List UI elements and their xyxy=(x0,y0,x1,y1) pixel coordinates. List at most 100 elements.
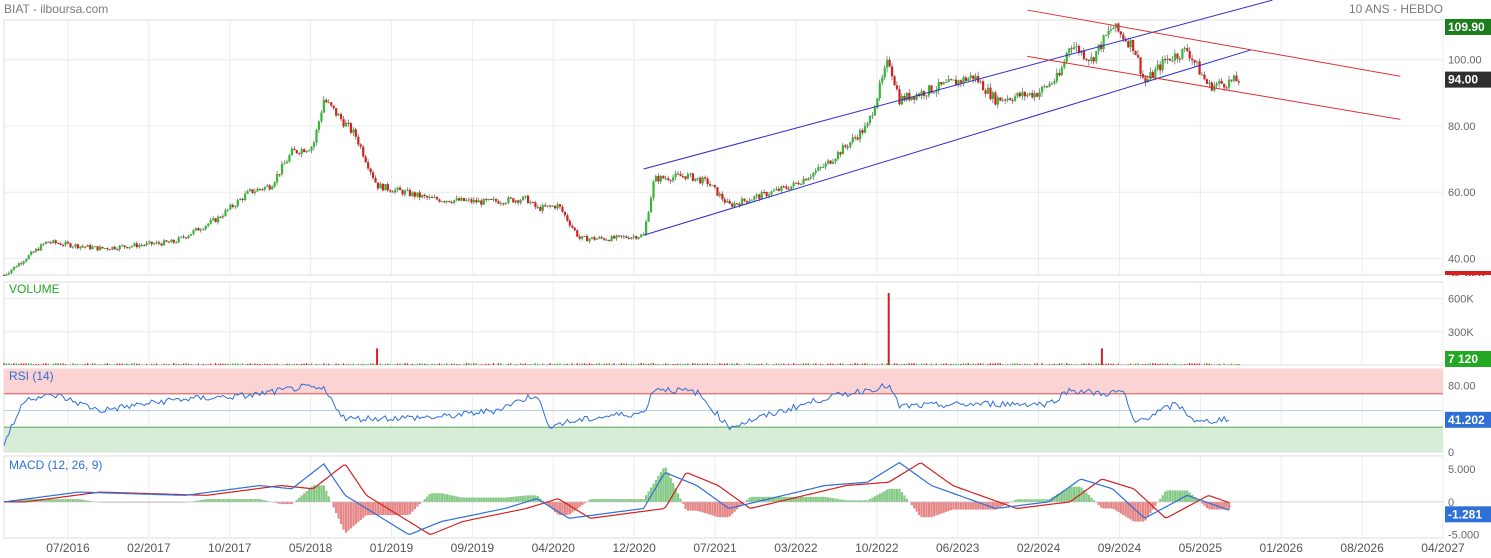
candle-body xyxy=(162,240,166,246)
volume-bar xyxy=(190,364,192,365)
macd-histogram-bar xyxy=(1193,497,1196,502)
macd-histogram-bar xyxy=(723,501,726,518)
macd-histogram-bar xyxy=(135,501,139,503)
volume-bar xyxy=(573,364,576,365)
candle-body xyxy=(731,203,734,207)
candle-body xyxy=(165,240,168,242)
volume-bar xyxy=(1230,363,1233,365)
volume-bar xyxy=(37,363,40,365)
macd-histogram-bar xyxy=(637,499,640,502)
macd-histogram-bar xyxy=(814,496,817,502)
volume-bar xyxy=(325,364,327,365)
macd-histogram-bar xyxy=(499,497,503,502)
candle-body xyxy=(229,204,232,210)
volume-bar xyxy=(357,364,359,365)
macd-histogram-bar xyxy=(1225,501,1228,510)
candle-body xyxy=(1065,53,1068,62)
volume-bar xyxy=(827,363,829,365)
macd-histogram-bar xyxy=(367,501,370,516)
volume-bar xyxy=(1142,364,1144,365)
macd-histogram-bar xyxy=(750,496,753,502)
macd-histogram-bar xyxy=(239,499,242,502)
candle-body xyxy=(1004,99,1007,101)
macd-histogram-bar xyxy=(509,496,512,502)
volume-bar xyxy=(519,363,522,365)
candle-body xyxy=(738,203,741,206)
volume-bar xyxy=(1203,363,1206,365)
volume-bar xyxy=(369,363,372,365)
candle-body xyxy=(295,150,298,154)
volume-bar xyxy=(517,364,519,365)
candle-body xyxy=(1168,58,1172,61)
candle-body xyxy=(1070,48,1073,50)
macd-histogram-bar xyxy=(1090,497,1093,502)
candle-body xyxy=(1235,75,1238,82)
candle-body xyxy=(1016,92,1019,97)
macd-histogram-bar xyxy=(39,499,43,502)
candle-body xyxy=(573,227,576,231)
macd-histogram-bar xyxy=(824,496,827,502)
macd-histogram-bar xyxy=(1210,501,1213,510)
macd-histogram-bar xyxy=(128,501,131,503)
macd-histogram-bar xyxy=(236,499,239,502)
volume-bar xyxy=(901,363,903,365)
volume-bar xyxy=(101,364,104,365)
volume-bar xyxy=(832,363,834,365)
volume-bar xyxy=(205,364,207,365)
macd-histogram-bar xyxy=(918,501,921,516)
macd-histogram-bar xyxy=(504,497,508,502)
candle-body xyxy=(551,205,554,207)
macd-histogram-bar xyxy=(519,495,522,502)
macd-histogram-bar xyxy=(111,501,114,503)
macd-histogram-bar xyxy=(1129,501,1132,520)
macd-histogram-bar xyxy=(288,501,291,505)
candle-body xyxy=(310,147,313,151)
candle-body xyxy=(401,190,404,195)
volume-bar xyxy=(566,363,569,365)
volume-bar xyxy=(300,363,303,365)
volume-bar xyxy=(554,363,556,365)
volume-bar xyxy=(805,363,807,365)
candle-body xyxy=(839,152,842,155)
candle-body xyxy=(317,121,321,131)
volume-bar xyxy=(997,363,999,365)
volume-bar xyxy=(32,364,35,365)
volume-bar xyxy=(347,363,350,365)
macd-histogram-bar xyxy=(1213,501,1216,510)
candle-body xyxy=(288,155,291,162)
candle-body xyxy=(349,123,353,133)
candle-body xyxy=(411,192,414,196)
volume-bar xyxy=(1001,364,1004,365)
candle-body xyxy=(952,79,955,81)
volume-bar xyxy=(1188,363,1191,365)
candle-body xyxy=(563,211,567,216)
volume-bar xyxy=(438,363,441,365)
macd-histogram-bar xyxy=(89,500,92,502)
x-tick-label: 09/2019 xyxy=(451,541,495,555)
volume-bar xyxy=(886,363,888,365)
volume-bar xyxy=(952,363,955,365)
volume-bar xyxy=(1211,364,1213,365)
candle-body xyxy=(893,76,896,86)
macd-histogram-bar xyxy=(691,501,694,511)
macd-histogram-bar xyxy=(659,472,662,502)
macd-histogram-bar xyxy=(790,496,793,502)
candle-body xyxy=(485,198,488,201)
macd-histogram-bar xyxy=(342,501,345,530)
macd-histogram-bar xyxy=(679,498,682,502)
macd-histogram-bar xyxy=(42,499,45,502)
candle-body xyxy=(758,194,761,199)
macd-histogram-bar xyxy=(905,498,908,502)
volume-bar xyxy=(1238,364,1240,365)
candle-body xyxy=(37,248,40,251)
volume-bar xyxy=(514,364,517,365)
volume-bar xyxy=(485,363,487,365)
volume-bar xyxy=(308,364,310,365)
candle-body xyxy=(686,174,690,179)
volume-bar xyxy=(657,364,660,365)
candle-body xyxy=(1095,51,1098,62)
volume-bar xyxy=(650,363,652,365)
chart-period-label[interactable]: 10 ANS - HEBDO xyxy=(1348,2,1443,16)
volume-bar xyxy=(145,363,148,365)
candle-body xyxy=(959,80,963,83)
